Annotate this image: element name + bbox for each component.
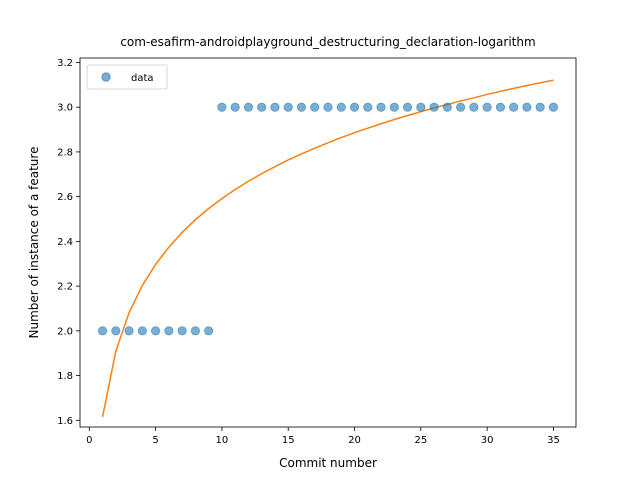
x-axis-ticks: 0 5 10 15 20 25 30 35 bbox=[86, 427, 560, 446]
fit-line-series bbox=[101, 79, 554, 418]
data-point bbox=[150, 326, 161, 336]
x-tick-label: 5 bbox=[152, 435, 158, 446]
data-point bbox=[389, 102, 399, 112]
x-tick-label: 15 bbox=[282, 435, 295, 446]
data-point bbox=[535, 102, 545, 112]
data-point bbox=[164, 326, 174, 336]
data-point bbox=[456, 102, 466, 112]
y-tick-label: 2.2 bbox=[57, 282, 73, 293]
data-points-series bbox=[97, 102, 559, 336]
data-point bbox=[190, 326, 200, 336]
data-point bbox=[257, 102, 267, 112]
data-point bbox=[336, 102, 346, 112]
x-tick-label: 0 bbox=[86, 435, 92, 446]
data-point bbox=[217, 102, 227, 112]
legend-marker bbox=[101, 72, 111, 82]
data-point bbox=[97, 326, 108, 336]
data-point bbox=[137, 326, 147, 336]
legend-label: data bbox=[131, 73, 154, 84]
data-point bbox=[495, 102, 506, 112]
legend: data bbox=[86, 64, 168, 90]
data-point bbox=[349, 102, 360, 112]
data-point bbox=[204, 326, 214, 336]
y-axis-label: Number of instance of a feature bbox=[27, 147, 41, 339]
data-point bbox=[296, 102, 307, 112]
data-point bbox=[376, 102, 386, 112]
data-point bbox=[363, 102, 373, 112]
data-point bbox=[482, 102, 492, 112]
data-point bbox=[270, 102, 280, 112]
data-point bbox=[124, 326, 134, 336]
data-point bbox=[111, 326, 121, 336]
data-point bbox=[522, 102, 532, 112]
x-tick-label: 30 bbox=[481, 435, 494, 446]
x-tick-label: 25 bbox=[414, 435, 427, 446]
data-point bbox=[177, 326, 187, 336]
data-point bbox=[230, 102, 240, 112]
x-tick-label: 10 bbox=[216, 435, 229, 446]
chart-title: com-esafirm-androidplayground_destructur… bbox=[120, 35, 535, 49]
y-tick-label: 2.4 bbox=[57, 237, 73, 248]
y-tick-label: 2.0 bbox=[57, 326, 73, 337]
data-point bbox=[509, 102, 519, 112]
y-tick-label: 3.0 bbox=[57, 103, 73, 114]
data-point bbox=[416, 102, 426, 112]
y-tick-label: 3.2 bbox=[57, 58, 73, 69]
plot-area bbox=[97, 79, 559, 418]
data-point bbox=[283, 102, 293, 112]
data-point bbox=[469, 102, 479, 112]
x-axis-label: Commit number bbox=[279, 456, 377, 470]
data-point bbox=[402, 102, 413, 112]
data-point bbox=[442, 102, 452, 112]
y-axis-ticks: 1.6 1.8 2.0 2.2 2.4 2.6 2.8 3.0 3.2 bbox=[57, 58, 80, 427]
y-tick-label: 2.6 bbox=[57, 192, 73, 203]
data-point bbox=[310, 102, 320, 112]
legend-box bbox=[86, 64, 168, 90]
data-point bbox=[243, 102, 254, 112]
data-point bbox=[323, 102, 333, 112]
x-tick-label: 20 bbox=[348, 435, 361, 446]
y-tick-label: 2.8 bbox=[57, 147, 73, 158]
fit-line bbox=[101, 79, 554, 418]
axes-frame bbox=[79, 57, 577, 428]
x-tick-label: 35 bbox=[547, 435, 560, 446]
data-point bbox=[548, 102, 559, 112]
y-tick-label: 1.8 bbox=[57, 371, 73, 382]
y-tick-label: 1.6 bbox=[57, 416, 73, 427]
data-point bbox=[429, 102, 439, 112]
